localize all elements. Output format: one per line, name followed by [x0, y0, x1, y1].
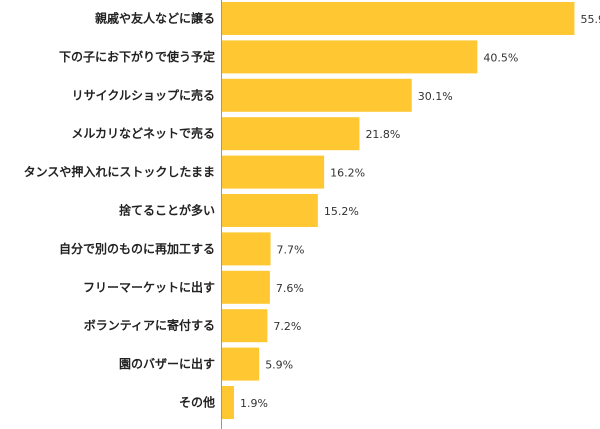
category-label: フリーマーケットに出す — [83, 279, 215, 294]
category-label: 園のバザーに出す — [119, 356, 215, 371]
bar — [222, 232, 271, 266]
category-label: リサイクルショップに売る — [72, 87, 215, 102]
bars-group — [222, 2, 575, 419]
value-label: 30.1% — [418, 90, 453, 103]
value-label: 55.9% — [580, 13, 600, 26]
bar — [222, 347, 260, 381]
bar — [222, 2, 575, 35]
value-label: 1.9% — [240, 397, 268, 410]
bar — [222, 155, 325, 189]
bar — [222, 386, 234, 419]
category-labels-group: 親戚や友人などに譲る下の子にお下がりで使う予定リサイクルショップに売るメルカリな… — [24, 11, 215, 410]
value-label: 7.2% — [273, 320, 301, 333]
value-label: 40.5% — [483, 51, 518, 64]
category-label: その他 — [179, 395, 215, 410]
bar — [222, 270, 270, 304]
category-label: 自分で別のものに再加工する — [59, 241, 215, 256]
value-label: 7.6% — [276, 282, 304, 295]
category-label: タンスや押入れにストックしたまま — [24, 164, 215, 179]
value-label: 7.7% — [277, 243, 305, 256]
bar — [222, 78, 412, 112]
category-label: 下の子にお下がりで使う予定 — [59, 49, 215, 64]
value-label: 5.9% — [265, 359, 293, 372]
bar — [222, 117, 360, 151]
category-label: メルカリなどネットで売る — [71, 126, 215, 141]
category-label: 捨てることが多い — [119, 203, 215, 218]
bar — [222, 309, 268, 343]
bar — [222, 194, 318, 227]
value-label: 15.2% — [324, 205, 359, 218]
bar — [222, 40, 478, 74]
value-label: 21.8% — [365, 128, 400, 141]
category-label: 親戚や友人などに譲る — [95, 11, 215, 26]
category-label: ボランティアに寄付する — [84, 318, 215, 333]
value-labels-group: 55.9% 40.5% 30.1% 21.8% 16.2% 15.2% 7.7% 7.6% 7.… — [240, 13, 600, 410]
value-label: 16.2% — [330, 167, 365, 180]
